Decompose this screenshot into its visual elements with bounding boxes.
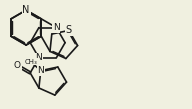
Text: N: N xyxy=(22,5,30,15)
Text: O: O xyxy=(14,61,21,70)
Text: N: N xyxy=(36,53,42,62)
Text: S: S xyxy=(66,25,72,35)
Text: N: N xyxy=(37,66,44,75)
Text: N: N xyxy=(53,23,60,32)
Text: CH₃: CH₃ xyxy=(25,59,37,65)
